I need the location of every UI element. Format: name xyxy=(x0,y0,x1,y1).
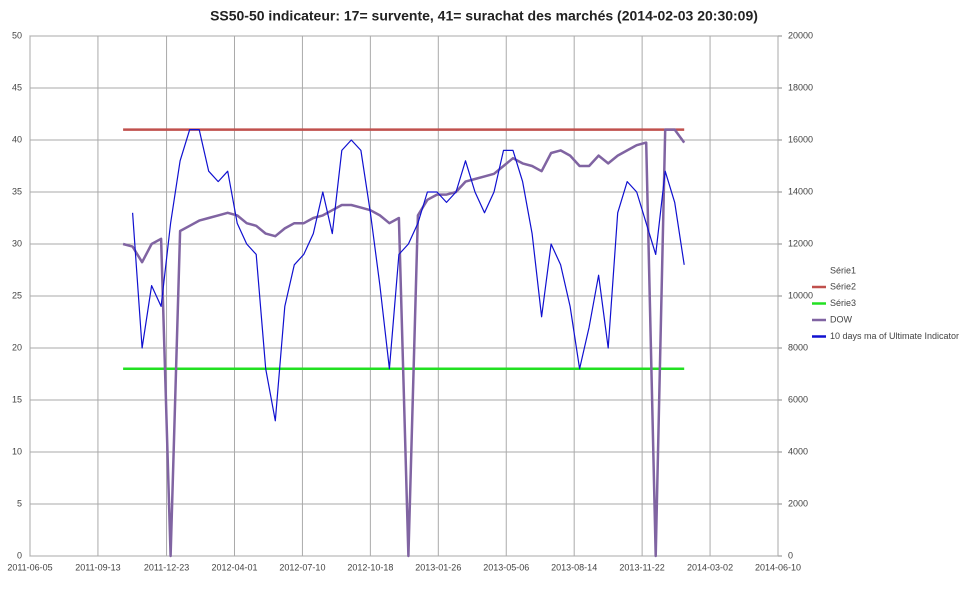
x-tick-label: 2011-06-05 xyxy=(7,562,52,572)
y2-tick-label: 14000 xyxy=(788,186,813,196)
y2-tick-label: 0 xyxy=(788,550,793,560)
legend-label: 10 days ma of Ultimate Indicator xyxy=(830,331,959,341)
y-tick-label: 35 xyxy=(12,186,22,196)
x-tick-label: 2011-09-13 xyxy=(75,562,120,572)
legend-label: Série3 xyxy=(830,298,856,308)
y-tick-label: 5 xyxy=(17,498,22,508)
y-tick-label: 0 xyxy=(17,550,22,560)
y-tick-label: 15 xyxy=(12,394,22,404)
legend-label: Série2 xyxy=(830,281,856,291)
y2-tick-label: 18000 xyxy=(788,82,813,92)
y-tick-label: 10 xyxy=(12,446,22,456)
x-tick-label: 2013-05-06 xyxy=(483,562,529,572)
x-tick-label: 2012-04-01 xyxy=(211,562,257,572)
series-line xyxy=(122,128,686,558)
y2-tick-label: 8000 xyxy=(788,342,808,352)
y-tick-label: 25 xyxy=(12,290,22,300)
y-tick-label: 45 xyxy=(12,82,22,92)
x-tick-label: 2013-11-22 xyxy=(619,562,664,572)
chart-title: SS50-50 indicateur: 17= survente, 41= su… xyxy=(210,8,758,24)
y2-tick-label: 2000 xyxy=(788,498,808,508)
x-tick-label: 2013-08-14 xyxy=(551,562,597,572)
y-tick-label: 30 xyxy=(12,238,22,248)
y2-tick-label: 20000 xyxy=(788,30,813,40)
x-tick-label: 2012-10-18 xyxy=(347,562,393,572)
series-line xyxy=(132,129,685,422)
legend-box xyxy=(806,262,952,342)
x-tick-label: 2011-12-23 xyxy=(144,562,189,572)
y-tick-label: 20 xyxy=(12,342,22,352)
y-tick-label: 40 xyxy=(12,134,22,144)
y-tick-label: 50 xyxy=(12,30,22,40)
legend-label: DOW xyxy=(830,314,853,324)
x-tick-label: 2013-01-26 xyxy=(415,562,461,572)
x-tick-label: 2012-07-10 xyxy=(279,562,325,572)
y2-tick-label: 6000 xyxy=(788,394,808,404)
legend-title: Série1 xyxy=(830,265,856,275)
x-tick-label: 2014-03-02 xyxy=(687,562,733,572)
y2-tick-label: 12000 xyxy=(788,238,813,248)
y2-tick-label: 16000 xyxy=(788,134,813,144)
y2-tick-label: 10000 xyxy=(788,290,813,300)
y2-tick-label: 4000 xyxy=(788,446,808,456)
x-tick-label: 2014-06-10 xyxy=(755,562,801,572)
